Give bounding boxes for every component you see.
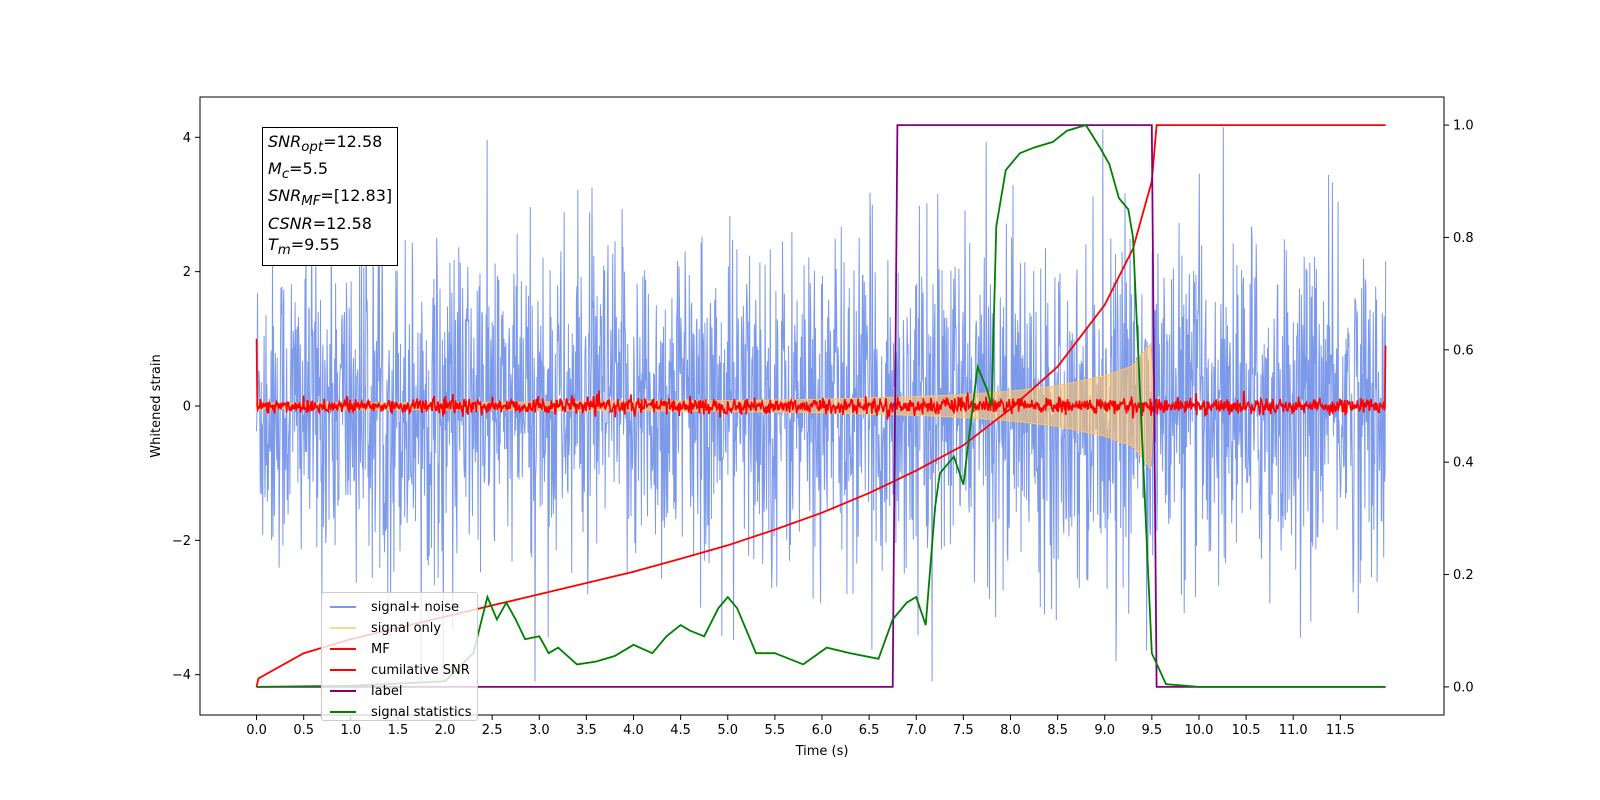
legend-swatch [330, 606, 356, 608]
info-snr-opt: SNRopt=12.58 [268, 132, 383, 156]
y-axis-right: 1.0 0.8 0.6 0.4 0.2 0.0 [1444, 119, 1474, 695]
legend-item: signal+ noise [330, 597, 459, 617]
x-tick-label: 0.5 [293, 723, 314, 738]
x-tick-label: 10.5 [1232, 723, 1261, 738]
series-mf [255, 338, 1387, 420]
legend-label: signal statistics [371, 704, 472, 720]
legend-swatch [330, 669, 356, 671]
stats-info-box: SNRopt=12.58 Mc=5.5 SNRMF=[12.83] CSNR=1… [262, 127, 399, 266]
x-tick-label: 6.0 [812, 723, 833, 738]
y-axis-label: Whitened strain [149, 354, 164, 457]
y-tick-label: 4 [183, 131, 191, 146]
x-tick-label: 5.0 [717, 723, 738, 738]
series-signal-statistics [256, 124, 1386, 688]
y-tick-label: 2 [183, 265, 191, 280]
legend-item: signal only [330, 618, 441, 638]
y-right-tick-label: 0.2 [1453, 568, 1474, 583]
x-tick-label: 9.0 [1094, 723, 1115, 738]
y-tick-label: −2 [172, 534, 191, 549]
legend-label: label [371, 683, 403, 699]
x-tick-label: 8.5 [1047, 723, 1068, 738]
legend-label: signal only [371, 620, 442, 636]
x-tick-label: 11.5 [1326, 723, 1355, 738]
x-tick-label: 7.5 [953, 723, 974, 738]
y-right-tick-label: 0.6 [1453, 343, 1474, 358]
legend-label: signal+ noise [371, 599, 460, 615]
info-csnr: CSNR=12.58 [268, 213, 372, 233]
legend-item: label [330, 681, 402, 701]
plot-area [255, 124, 1387, 688]
y-right-tick-label: 1.0 [1453, 119, 1474, 134]
x-tick-label: 6.5 [859, 723, 880, 738]
x-tick-label: 4.0 [623, 723, 644, 738]
x-tick-label: 1.0 [340, 723, 361, 738]
x-tick-label: 3.0 [529, 723, 550, 738]
legend-item: MF [330, 639, 390, 659]
legend-label: cumilative SNR [371, 662, 470, 678]
legend-swatch [330, 711, 356, 713]
legend-label: MF [371, 641, 390, 657]
y-right-tick-label: 0.8 [1453, 231, 1474, 246]
y-tick-label: −4 [172, 668, 191, 683]
info-tm: Tm=9.55 [268, 234, 340, 258]
x-tick-label: 8.0 [1000, 723, 1021, 738]
x-tick-label: 3.5 [576, 723, 597, 738]
legend-swatch [330, 690, 356, 692]
x-tick-label: 9.5 [1142, 723, 1163, 738]
x-tick-label: 5.5 [765, 723, 786, 738]
legend-item: cumilative SNR [330, 660, 470, 680]
x-tick-label: 2.5 [482, 723, 503, 738]
x-tick-label: 1.5 [388, 723, 409, 738]
series-signal-noise [256, 127, 1387, 682]
y-right-tick-label: 0.4 [1453, 456, 1474, 471]
legend-swatch [330, 627, 356, 629]
x-tick-label: 7.0 [906, 723, 927, 738]
x-tick-label: 11.0 [1279, 723, 1308, 738]
x-tick-label: 10.0 [1184, 723, 1213, 738]
info-mc: Mc=5.5 [268, 159, 328, 183]
y-right-tick-label: 0.0 [1453, 680, 1474, 695]
x-axis-label: Time (s) [795, 744, 849, 759]
info-snr-mf: SNRMF=[12.83] [268, 186, 393, 210]
legend-item: signal statistics [330, 702, 472, 722]
legend-swatch [330, 648, 356, 650]
legend: signal+ noise signal only MF cumilative … [321, 592, 478, 721]
x-tick-label: 4.5 [670, 723, 691, 738]
x-axis: 0.0 0.5 1.0 1.5 2.0 2.5 3.0 3.5 4.0 4.5 5.0 5.5 6.0 6… [246, 715, 1355, 738]
y-axis-left: 4 2 0 −2 −4 [172, 131, 200, 683]
y-tick-label: 0 [183, 400, 191, 415]
x-tick-label: 2.0 [435, 723, 456, 738]
x-tick-label: 0.0 [246, 723, 267, 738]
